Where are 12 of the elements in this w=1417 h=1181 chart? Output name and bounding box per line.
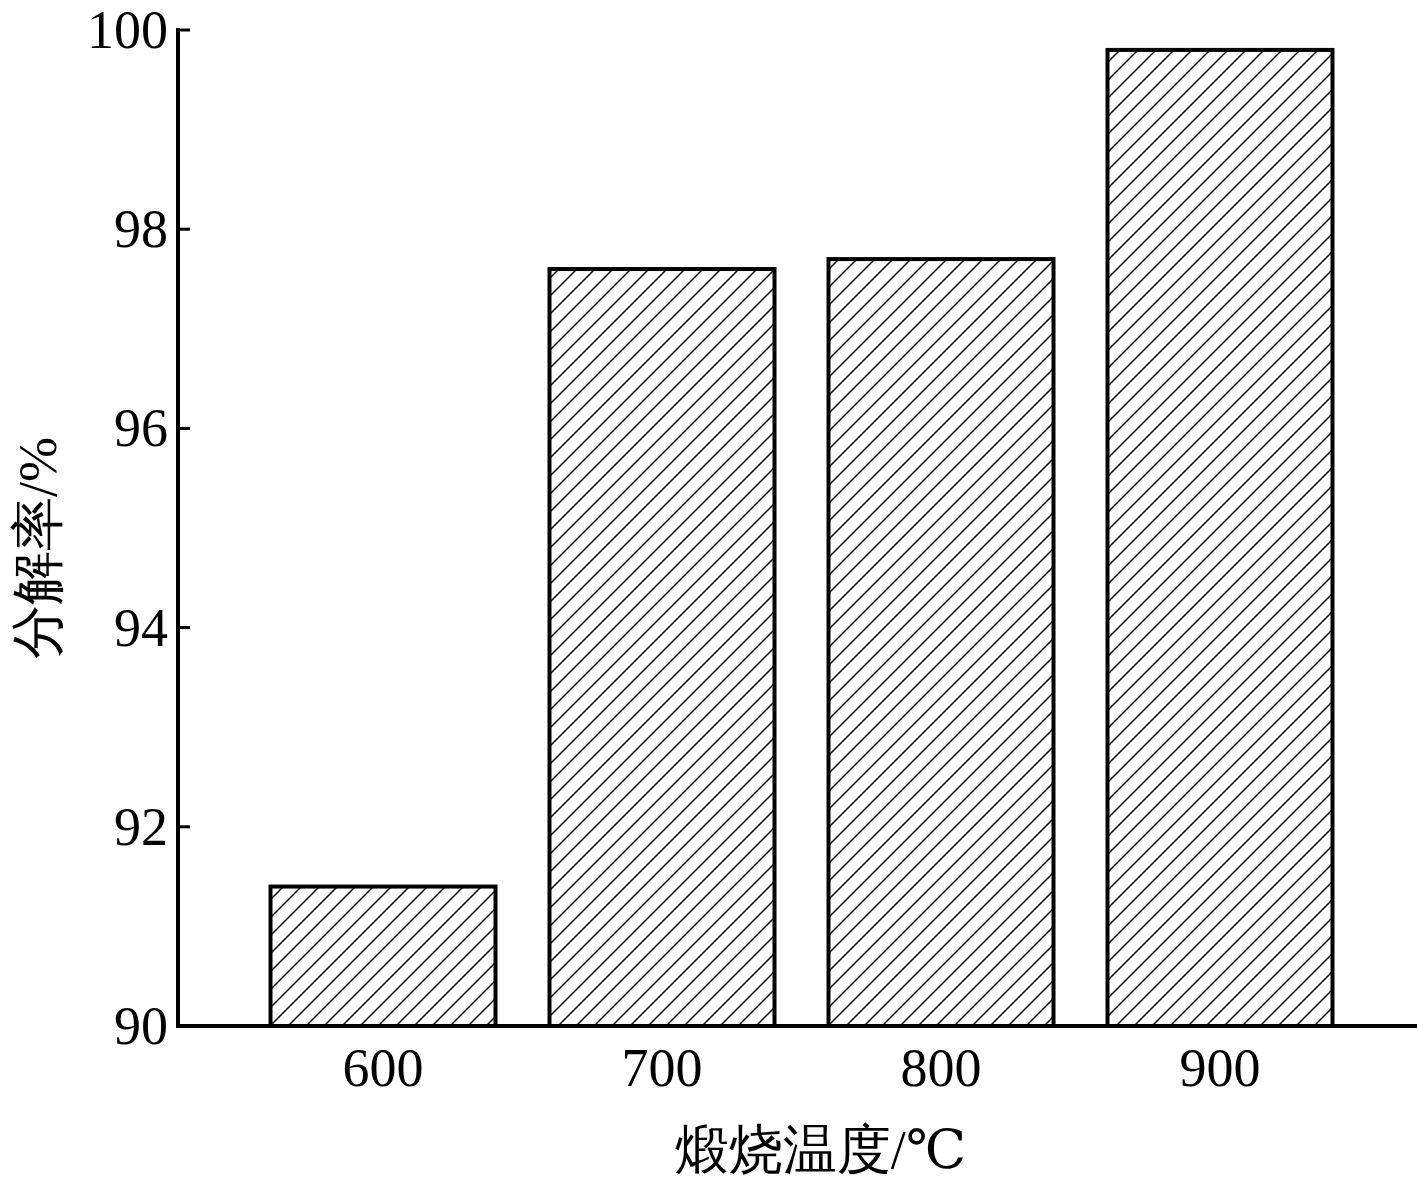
x-tick-label: 600 bbox=[342, 1038, 424, 1098]
y-tick-label: 98 bbox=[114, 199, 168, 260]
y-tick-label: 92 bbox=[114, 796, 168, 857]
y-tick-label: 94 bbox=[114, 597, 168, 658]
x-tick-label: 900 bbox=[1179, 1038, 1261, 1098]
y-axis-title: 分解率/% bbox=[8, 437, 68, 659]
y-tick-label: 100 bbox=[87, 0, 168, 60]
x-tick-label: 800 bbox=[900, 1038, 982, 1098]
y-tick-label: 96 bbox=[114, 398, 168, 459]
y-tick-label: 90 bbox=[114, 996, 168, 1056]
x-tick-label: 700 bbox=[621, 1038, 703, 1098]
x-axis-title: 煅烧温度/℃ bbox=[674, 1120, 967, 1180]
